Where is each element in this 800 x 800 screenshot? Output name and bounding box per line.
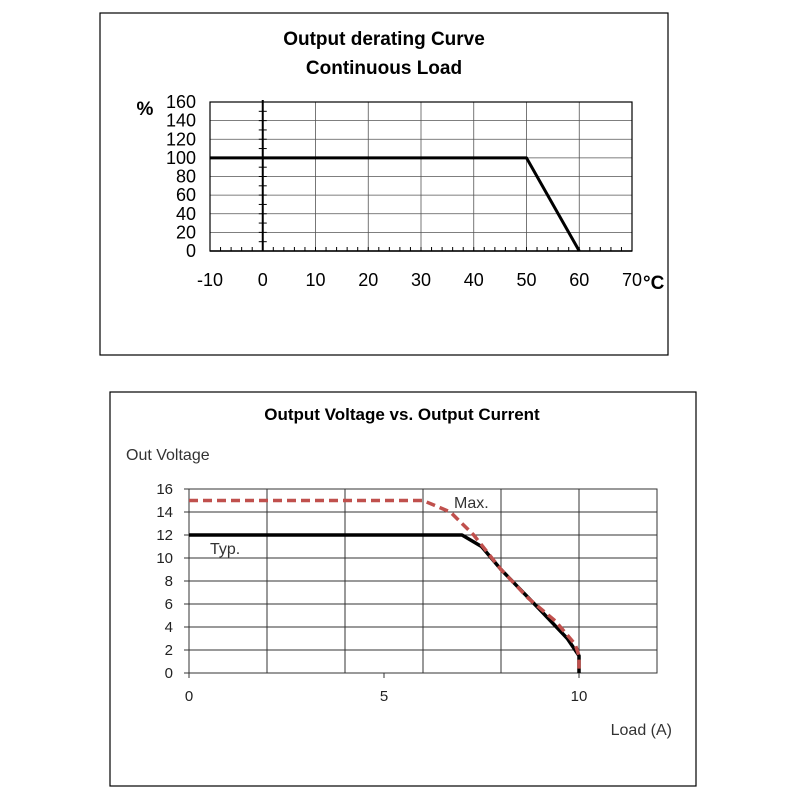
chart2-y-tick-label: 4 (165, 619, 173, 636)
chart1-y-tick-label: 120 (166, 129, 196, 149)
chart1-y-axis-label: % (137, 99, 154, 120)
chart2-y-tick-label: 2 (165, 642, 173, 659)
chart2-max-series-line (189, 498, 581, 673)
chart2-y-tick-label: 12 (156, 527, 173, 544)
chart1-frame (99, 12, 669, 356)
chart2-typ-label: Typ. (210, 541, 240, 558)
chart1-x-tick-label: 30 (411, 270, 431, 290)
chart2-y-tick-label: 10 (156, 550, 173, 567)
chart1-title-line: Output derating Curve (283, 29, 485, 50)
chart1-x-tick-label: 10 (305, 270, 325, 290)
chart1-y-tick-label: 20 (176, 222, 196, 242)
chart1-y-tick-label: 160 (166, 92, 196, 112)
chart1-x-tick-label: 0 (258, 270, 268, 290)
chart1-y-tick-label: 140 (166, 111, 196, 131)
chart2-frame (109, 391, 697, 787)
chart1-x-tick-label: 60 (569, 270, 589, 290)
chart2-y-tick-label: 8 (165, 573, 173, 590)
chart2-x-tick-label: 5 (380, 688, 388, 705)
chart1-x-tick-label: 20 (358, 270, 378, 290)
chart1-title-line: Continuous Load (306, 58, 462, 79)
chart1-y-tick-label: 100 (166, 148, 196, 168)
chart2-x-axis-label: Load (A) (611, 722, 672, 739)
chart2-y-axis-label: Out Voltage (126, 447, 210, 464)
chart2-x-tick-label: 10 (571, 688, 588, 705)
chart2-max-label: Max. (454, 495, 489, 512)
chart1-y-tick-label: 80 (176, 167, 196, 187)
chart1-x-axis-label: °C (643, 273, 665, 294)
chart2-y-tick-label: 16 (156, 481, 173, 498)
chart1-series-line (210, 156, 581, 252)
chart1-y-tick-label: 60 (176, 185, 196, 205)
chart2-x-tick-label: 0 (185, 688, 193, 705)
chart2-y-tick-label: 6 (165, 596, 173, 613)
chart1-x-tick-label: 70 (622, 270, 642, 290)
chart1-x-tick-label: -10 (197, 270, 223, 290)
chart1-y-tick-label: 40 (176, 204, 196, 224)
chart1-x-tick-label: 40 (464, 270, 484, 290)
chart2-y-tick-label: 14 (156, 504, 173, 521)
chart1-x-tick-label: 50 (516, 270, 536, 290)
chart1-y-tick-label: 0 (186, 241, 196, 261)
chart2-title: Output Voltage vs. Output Current (264, 405, 540, 424)
chart2-y-tick-label: 0 (165, 665, 173, 682)
